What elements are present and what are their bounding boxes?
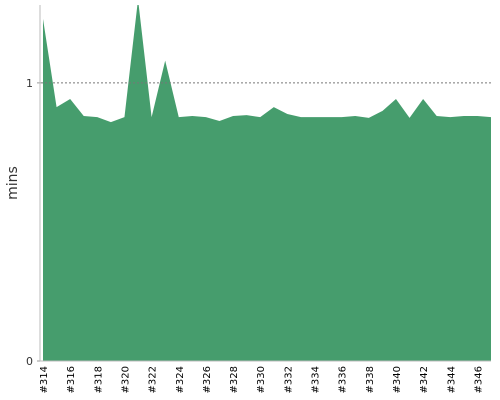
x-tick-label: #324 [175, 366, 186, 393]
area [43, 5, 491, 361]
x-tick-label: #334 [311, 366, 322, 393]
x-tick-label: #340 [392, 366, 403, 393]
x-tick-label: #316 [66, 366, 77, 393]
x-tick-label: #346 [473, 366, 484, 393]
y-tick-label: 0 [26, 355, 33, 368]
x-tick-label: #342 [419, 366, 430, 393]
x-tick-label: #322 [148, 366, 159, 393]
x-tick-label: #318 [93, 366, 104, 393]
x-tick-label: #336 [338, 366, 349, 393]
x-tick-label: #314 [39, 366, 50, 393]
x-tick-label: #320 [120, 366, 131, 393]
x-tick-label: #338 [365, 366, 376, 393]
x-tick-label: #330 [256, 366, 267, 393]
x-tick-label: #344 [446, 366, 457, 393]
x-tick-label: #328 [229, 366, 240, 393]
x-tick-label: #326 [202, 366, 213, 393]
y-tick-label: 1 [26, 77, 33, 90]
y-axis-label: mins [5, 166, 21, 200]
x-tick-label: #332 [283, 366, 294, 393]
